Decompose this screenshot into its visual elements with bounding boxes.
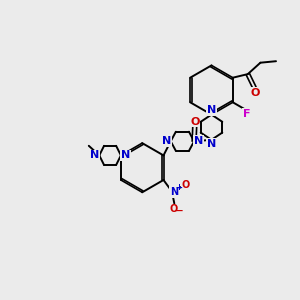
Text: N: N (90, 150, 99, 161)
Text: O: O (251, 88, 260, 98)
Text: N: N (162, 136, 171, 146)
Text: O: O (169, 204, 178, 214)
Text: +: + (175, 183, 182, 192)
Text: N: N (121, 150, 130, 161)
Text: N: N (207, 139, 216, 149)
Text: O: O (190, 116, 200, 127)
Text: N: N (170, 187, 178, 197)
Text: N: N (194, 136, 203, 146)
Text: N: N (207, 105, 216, 116)
Text: −: − (175, 206, 184, 216)
Text: F: F (243, 109, 250, 119)
Text: O: O (182, 179, 190, 190)
